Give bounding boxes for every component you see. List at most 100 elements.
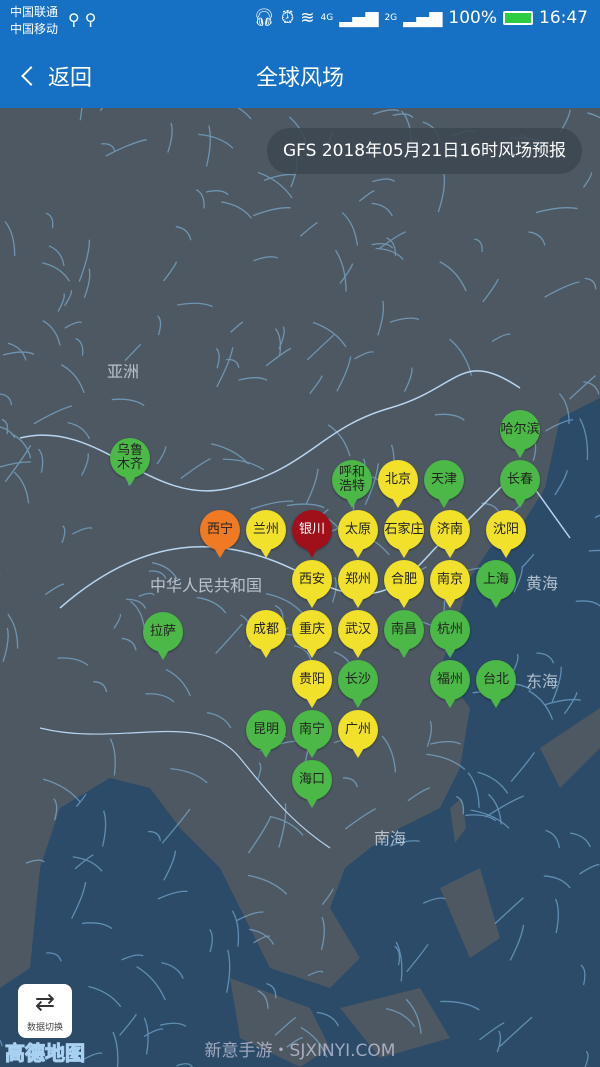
city-marker[interactable]: 郑州: [338, 560, 378, 608]
wind-streak: [407, 787, 431, 802]
wind-streak: [563, 692, 578, 715]
wind-streak: [157, 315, 162, 336]
wind-streak: [305, 468, 319, 505]
wind-streak: [248, 928, 275, 945]
wind-streak: [543, 875, 571, 889]
wind-streak: [64, 289, 73, 307]
city-marker[interactable]: 银川: [292, 510, 332, 558]
city-marker[interactable]: 台北: [476, 660, 516, 708]
city-marker[interactable]: 重庆: [292, 610, 332, 658]
city-name: 南京: [436, 572, 463, 587]
wind-streak: [579, 864, 600, 875]
wind-streak: [575, 600, 600, 607]
wind-streak: [165, 668, 191, 697]
wind-streak: [2, 627, 9, 663]
wind-streak: [205, 125, 211, 167]
data-switch-label: 数据切换: [26, 1023, 63, 1033]
wind-streak: [594, 514, 600, 519]
city-marker[interactable]: 成都: [246, 610, 286, 658]
wind-streak: [205, 190, 229, 196]
city-marker[interactable]: 上海: [476, 560, 516, 608]
wind-streak: [101, 143, 116, 152]
wind-streak: [580, 964, 586, 986]
city-name: 济南: [436, 522, 463, 537]
wind-streak: [216, 347, 234, 388]
city-marker[interactable]: 西宁: [200, 510, 240, 558]
wind-streak: [341, 212, 359, 246]
map-label: 黄海: [526, 574, 559, 593]
city-marker[interactable]: 哈尔滨: [500, 410, 540, 458]
wind-streak: [136, 966, 166, 1001]
wind-streak: [528, 690, 554, 720]
city-marker[interactable]: 太原: [338, 510, 378, 558]
city-name: 武汉: [344, 622, 371, 637]
city-name: 杭州: [436, 622, 463, 637]
wind-streak: [339, 263, 354, 285]
wind-streak: [138, 592, 155, 598]
carrier-1: 中国联通: [10, 5, 59, 19]
city-marker[interactable]: 南昌: [384, 610, 424, 658]
wind-streak: [354, 351, 374, 360]
city-marker[interactable]: 长春: [500, 460, 540, 508]
city-marker[interactable]: 沈阳: [486, 510, 526, 558]
wind-streak: [334, 249, 347, 292]
city-marker[interactable]: 北京: [378, 460, 418, 508]
data-switch-button[interactable]: ⇄ 数据切换: [18, 984, 72, 1038]
city-marker[interactable]: 武汉: [338, 610, 378, 658]
city-marker[interactable]: 海口: [292, 760, 332, 808]
wind-streak: [584, 1050, 589, 1067]
wind-streak: [584, 277, 597, 290]
wind-streak: [386, 237, 396, 256]
city-marker[interactable]: 南京: [430, 560, 470, 608]
wind-streak: [33, 405, 73, 425]
wind-streak: [215, 347, 220, 369]
city-marker[interactable]: 兰州: [246, 510, 286, 558]
map-logo: 高德地图: [5, 1041, 86, 1065]
wind-streak: [0, 461, 32, 468]
city-marker[interactable]: 拉萨: [143, 612, 183, 660]
city-name: 南宁: [298, 722, 325, 737]
city-name: 长春: [506, 472, 533, 487]
city-marker[interactable]: 贵阳: [292, 660, 332, 708]
wind-streak: [126, 598, 147, 609]
city-marker[interactable]: 杭州: [430, 610, 470, 658]
wind-streak: [545, 829, 561, 848]
wind-streak: [286, 503, 325, 509]
city-marker[interactable]: 南宁: [292, 710, 332, 758]
city-marker[interactable]: 西安: [292, 560, 332, 608]
city-marker[interactable]: 长沙: [338, 660, 378, 708]
wind-streak: [377, 300, 385, 336]
wind-streak: [364, 463, 379, 506]
city-marker[interactable]: 呼和浩特: [332, 460, 372, 508]
back-button[interactable]: 返回: [21, 60, 92, 92]
wind-streak: [257, 171, 293, 199]
wind-streak: [588, 549, 600, 552]
city-marker[interactable]: 昆明: [246, 710, 286, 758]
wind-streak: [180, 457, 211, 479]
city-marker[interactable]: 合肥: [384, 560, 424, 608]
wind-streak: [545, 418, 574, 432]
wind-streak: [42, 320, 61, 346]
city-name: 郑州: [344, 572, 371, 587]
wind-streak: [373, 109, 400, 115]
city-marker[interactable]: 乌鲁木齐: [110, 438, 150, 486]
city-name: 太原: [344, 522, 371, 537]
wind-streak: [101, 810, 107, 847]
wind-streak: [385, 1007, 416, 1028]
wind-streak: [437, 174, 446, 213]
wind-streak: [79, 108, 83, 121]
wind-streak: [42, 262, 70, 282]
wind-streak: [161, 808, 191, 844]
wind-streak: [253, 935, 271, 944]
city-marker[interactable]: 福州: [430, 660, 470, 708]
city-name: 哈尔滨: [500, 422, 540, 437]
city-marker[interactable]: 石家庄: [384, 510, 424, 558]
wind-streak: [394, 945, 401, 966]
wind-streak: [316, 1011, 340, 1027]
city-marker[interactable]: 广州: [338, 710, 378, 758]
wind-streak: [67, 422, 91, 440]
wind-streak: [175, 225, 192, 241]
city-marker[interactable]: 天津: [424, 460, 464, 508]
wind-streak: [371, 202, 393, 217]
city-marker[interactable]: 济南: [430, 510, 470, 558]
